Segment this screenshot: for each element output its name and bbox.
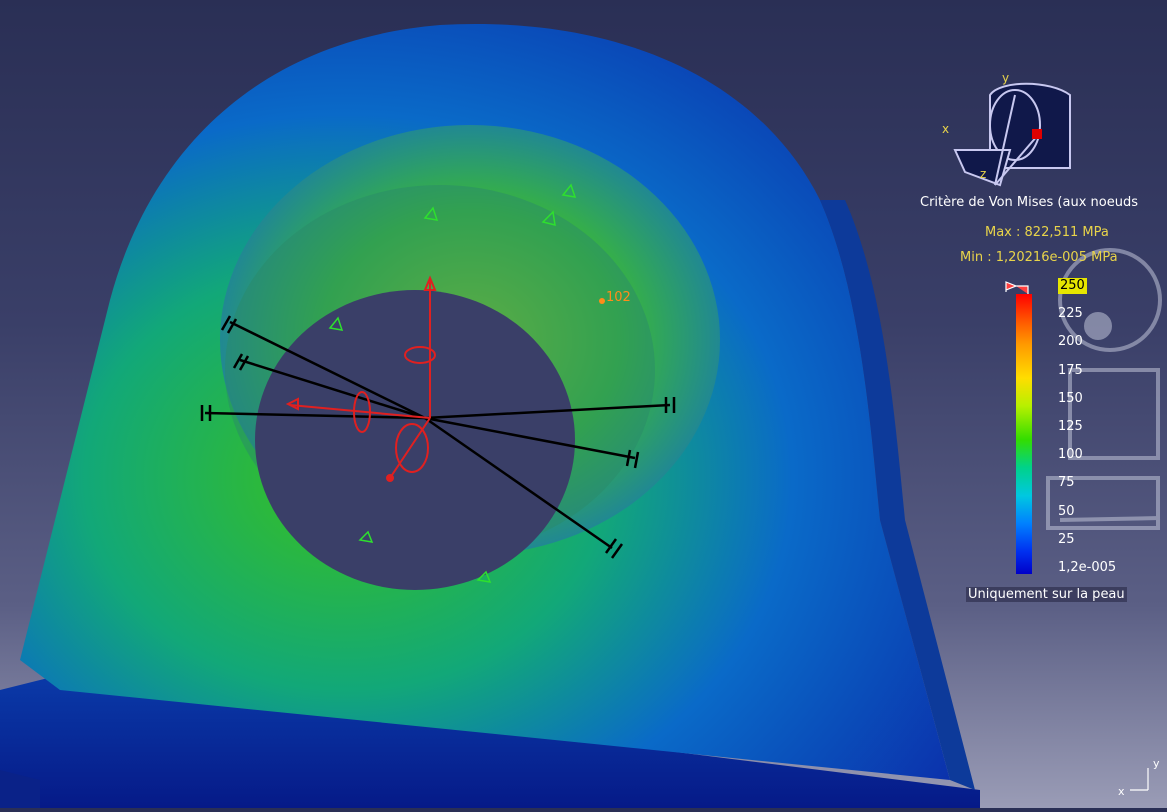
color-scale-bar[interactable] bbox=[1016, 294, 1032, 574]
legend-min: Min : 1,20216e-005 MPa bbox=[960, 250, 1118, 265]
lug-side-face bbox=[820, 200, 975, 790]
corner-axis-y: y bbox=[1153, 757, 1160, 770]
legend-title: Critère de Von Mises (aux noeuds bbox=[920, 195, 1138, 210]
mesh-markers bbox=[328, 183, 577, 583]
scale-label: 200 bbox=[1058, 334, 1083, 350]
scale-label: 250 bbox=[1058, 278, 1087, 294]
corner-axes bbox=[1130, 768, 1149, 791]
load-symbols bbox=[285, 275, 437, 482]
annotation-label: 102 bbox=[606, 290, 631, 305]
scale-label: 100 bbox=[1058, 447, 1083, 463]
restraint-lines bbox=[200, 315, 676, 559]
annotation-point bbox=[599, 298, 605, 304]
scale-label: 1,2e-005 bbox=[1058, 560, 1117, 575]
base-plate-edge bbox=[0, 770, 40, 808]
corner-axis-x: x bbox=[1118, 785, 1125, 798]
legend-marker-icon[interactable] bbox=[1004, 280, 1030, 294]
legend-max: Max : 822,511 MPa bbox=[985, 225, 1109, 240]
scale-label: 75 bbox=[1058, 475, 1075, 491]
skin-only-note: Uniquement sur la peau bbox=[966, 587, 1127, 602]
background-icons bbox=[1046, 248, 1162, 530]
scale-label: 125 bbox=[1058, 419, 1083, 434]
compass-x-label: x bbox=[942, 122, 949, 136]
scale-label: 225 bbox=[1058, 306, 1083, 322]
compass-widget[interactable] bbox=[953, 82, 1071, 187]
scale-label: 175 bbox=[1058, 362, 1083, 378]
scale-label: 25 bbox=[1058, 531, 1075, 547]
scale-label: 150 bbox=[1058, 390, 1083, 406]
compass-y-label: y bbox=[1002, 71, 1009, 85]
compass-z-label: z bbox=[980, 167, 986, 181]
scale-label: 50 bbox=[1058, 503, 1075, 519]
